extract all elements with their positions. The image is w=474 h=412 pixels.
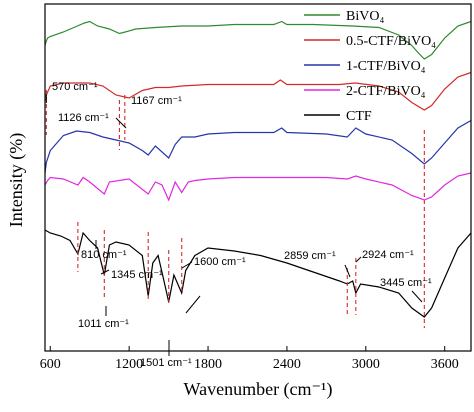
annotation-arrow-4 — [100, 269, 110, 275]
x-tick-label-2: 1800 — [194, 357, 222, 372]
annotation-label-6: 1011 cm⁻¹ — [78, 318, 129, 330]
series-line-0 — [44, 20, 472, 60]
series-line-4 — [44, 229, 472, 318]
legend-label-3: 2-CTF/BiVO₄ — [346, 84, 426, 99]
annotation-label-8: 2859 cm⁻¹ — [284, 250, 336, 262]
annotation-label-3: 810 cm⁻¹ — [81, 249, 127, 261]
annotation-label-9: 2924 cm⁻¹ — [362, 249, 414, 261]
annotation-label-0: 570 cm⁻¹ — [52, 81, 98, 93]
annotation-label-7: 1501 cm⁻¹ — [140, 357, 192, 369]
series-line-2 — [44, 119, 472, 174]
x-tick-label-1: 1200 — [115, 357, 143, 372]
annotation-label-10: 3445 cm⁻¹ — [380, 277, 432, 289]
annotation-label-5: 1600 cm⁻¹ — [194, 256, 246, 268]
x-tick-label-3: 2400 — [273, 357, 301, 372]
annotation-arrow-9 — [355, 256, 362, 263]
annotation-arrow-5 — [181, 261, 193, 269]
plot-frame — [44, 3, 472, 352]
series-line-1 — [44, 71, 472, 111]
annotation-label-4: 1345 cm⁻¹ — [111, 269, 163, 281]
annotations: 570 cm⁻¹ 1126 cm⁻¹ 1167 cm⁻¹ 810 cm⁻¹ 1345 c… — [45, 81, 432, 369]
x-axis-title: Wavenumber (cm⁻¹) — [184, 379, 333, 400]
dashed-guides — [45, 90, 425, 328]
plot-marks — [44, 20, 472, 318]
annotation-arrow-10 — [411, 290, 423, 303]
legend: BiVO₄ 0.5-CTF/BiVO₄ 1-CTF/BiVO₄ 2-CTF/BiVO₄… — [304, 9, 436, 124]
legend-label-2: 1-CTF/BiVO₄ — [346, 59, 426, 74]
x-tick-label-0: 600 — [40, 357, 61, 372]
annotation-arrow-1 — [115, 117, 127, 129]
y-axis-title: Intensity (%) — [6, 133, 27, 227]
annotation-label-1: 1126 cm⁻¹ — [58, 112, 109, 124]
annotation-label-2: 1167 cm⁻¹ — [131, 95, 182, 107]
legend-label-4: CTF — [346, 109, 372, 124]
series-line-3 — [44, 172, 472, 202]
pointer-arrow — [185, 295, 201, 314]
x-tick-label-5: 3600 — [431, 357, 459, 372]
legend-label-1: 0.5-CTF/BiVO₄ — [346, 34, 436, 49]
annotation-arrow-8 — [344, 264, 351, 278]
legend-label-0: BiVO₄ — [346, 9, 384, 24]
x-axis: 600 1200 1800 2400 3000 3600 — [40, 346, 459, 372]
x-tick-label-4: 3000 — [352, 357, 380, 372]
